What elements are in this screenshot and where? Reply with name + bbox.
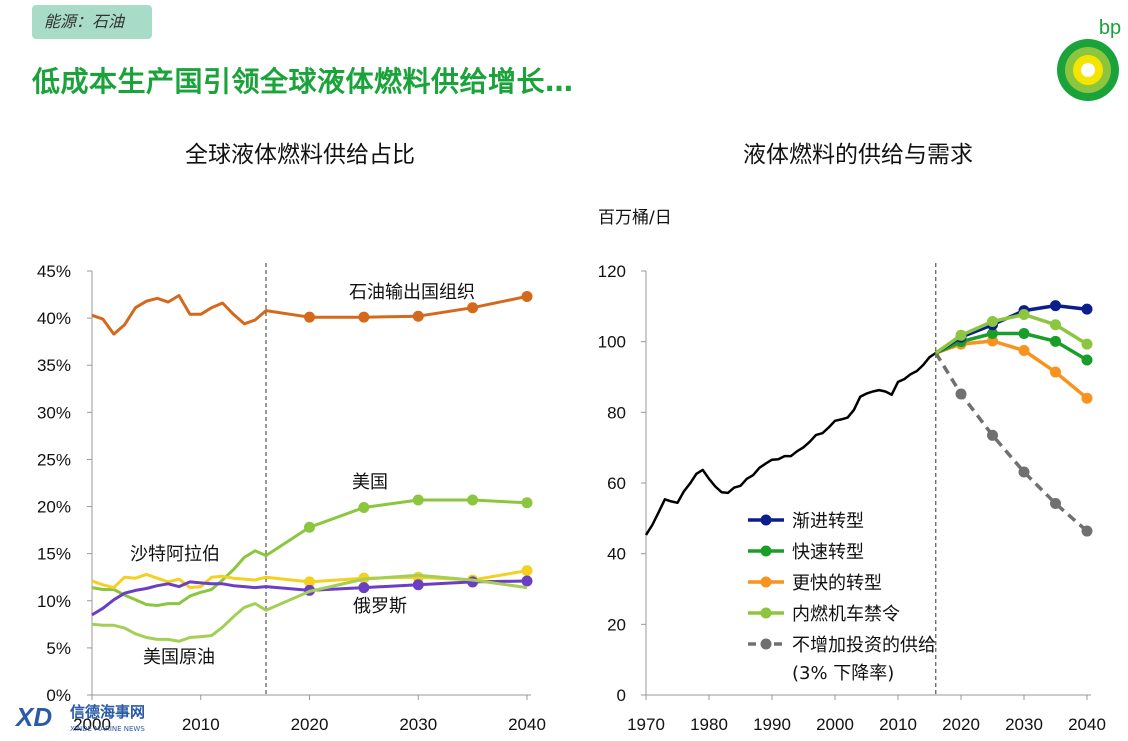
chart-2-series-point <box>1081 354 1093 366</box>
chart-1-series-point <box>521 575 533 587</box>
chart-1-series-point <box>467 302 479 314</box>
chart-2-series-point <box>1081 338 1093 350</box>
chart-2-series-point <box>987 328 998 340</box>
chart-2-series-point <box>1018 466 1030 478</box>
chart-1-series-label: 石油输出国组织 <box>349 282 475 303</box>
chart-2-legend-note: (3% 下降率) <box>792 663 894 684</box>
chart-1-series-line <box>91 498 528 607</box>
chart-1-y-tick-label: 40% <box>37 309 71 328</box>
svg-text:XD: XD <box>14 702 52 732</box>
chart-1-series-point <box>467 494 479 506</box>
chart-2-series-point <box>1081 392 1093 404</box>
chart-2-legend-swatch-point <box>760 545 772 557</box>
chart-1-series-point <box>304 576 315 588</box>
chart-2-legend-label: 不增加投资的供给 <box>792 635 936 656</box>
chart-2-y-tick-label: 120 <box>598 262 626 281</box>
chart-1-title: 全球液体燃料供给占比 <box>185 142 415 168</box>
chart-2-legend-swatch-point <box>760 576 772 588</box>
chart-2-title: 液体燃料的供给与需求 <box>743 142 973 168</box>
chart-2-legend-swatch-point <box>760 607 772 619</box>
chart-2-legend-label: 内燃机车禁令 <box>792 604 900 625</box>
chart-1-x-tick-label: 2030 <box>399 715 437 734</box>
chart-2-series-point <box>987 316 998 328</box>
chart-2-series-point <box>955 329 967 341</box>
chart-1-x-tick-label: 2040 <box>508 715 546 734</box>
chart-2-x-tick-label: 2000 <box>816 715 854 734</box>
chart-2-x-tick-label: 1980 <box>690 715 728 734</box>
chart-2-legend-label: 渐进转型 <box>792 511 864 532</box>
chart-2-series-point <box>1050 366 1061 378</box>
chart-2-y-tick-label: 100 <box>598 333 626 352</box>
chart-2-y-axis-unit: 百万桶/日 <box>598 208 672 228</box>
chart-2-series-point <box>1018 345 1030 356</box>
chart-1-series-point <box>358 311 370 323</box>
chart-2-y-tick-label: 60 <box>607 474 626 493</box>
chart-1-series-point <box>358 501 370 513</box>
chart-2-y-tick-label: 20 <box>607 615 626 634</box>
chart-1-series-point <box>358 582 370 594</box>
chart-1-y-tick-label: 10% <box>37 592 71 611</box>
chart-2-y-tick-label: 80 <box>607 403 626 422</box>
chart-1-series-point <box>521 497 533 509</box>
chart-2-series-point <box>1050 319 1061 331</box>
watermark-sub: XINDE MARINE NEWS <box>70 725 145 733</box>
chart-2-series-point <box>1081 525 1093 537</box>
chart-2-x-tick-label: 2010 <box>879 715 917 734</box>
chart-1-series-point <box>304 521 315 533</box>
chart-2-y-tick-label: 0 <box>617 686 626 705</box>
chart-1-y-tick-label: 45% <box>37 262 71 281</box>
chart-2-series-point <box>1018 308 1030 320</box>
chart-1-y-tick-label: 35% <box>37 356 71 375</box>
chart-2-series-point <box>987 429 998 441</box>
chart-2-series-point <box>1050 497 1061 509</box>
chart-1-y-tick-label: 30% <box>37 403 71 422</box>
watermark-logo: XD 信德海事网 XINDE MARINE NEWS <box>14 702 145 733</box>
watermark-text: 信德海事网 <box>70 703 145 721</box>
chart-2-x-tick-label: 2030 <box>1005 715 1043 734</box>
chart-2-series-line <box>934 352 1089 533</box>
chart-1-series-point <box>412 494 424 506</box>
chart-2-legend-label: 更快的转型 <box>792 573 882 594</box>
headline: 低成本生产国引领全球液体燃料供给增长… <box>32 65 574 98</box>
chart-1-series-point <box>412 579 424 591</box>
chart-1-x-tick-label: 2000 <box>73 715 111 734</box>
chart-2-x-tick-label: 1990 <box>753 715 791 734</box>
chart-1-series-line <box>91 579 528 617</box>
chart-2-series-point <box>1081 303 1093 315</box>
chart-1-series-point <box>521 565 533 577</box>
section-tag: 能源：石油 <box>32 5 152 39</box>
logo-text: bp <box>1099 17 1121 39</box>
chart-1-y-tick-label: 15% <box>37 545 71 564</box>
chart-2-x-tick-label: 2020 <box>942 715 980 734</box>
chart-1-series-label: 沙特阿拉伯 <box>130 544 220 565</box>
chart-1-series-point <box>304 311 315 323</box>
chart-2-x-tick-label: 1970 <box>627 715 665 734</box>
chart-1-series-point <box>412 310 424 322</box>
chart-1-series-label: 俄罗斯 <box>353 596 407 617</box>
chart-1-y-tick-label: 5% <box>46 639 71 658</box>
chart-2-series-point <box>1018 328 1030 340</box>
chart-2-legend-label: 快速转型 <box>792 542 864 563</box>
chart-1-y-tick-label: 0% <box>46 686 71 705</box>
chart-1-series-line <box>91 294 528 336</box>
bp-logo: bp <box>1057 17 1121 101</box>
chart-1-series-line <box>91 573 528 643</box>
chart-1-x-tick-label: 2010 <box>182 715 220 734</box>
chart-2-series-point <box>1050 300 1061 312</box>
chart-2-legend-swatch-point <box>760 514 772 526</box>
chart-2-legend-swatch-point <box>760 638 772 650</box>
chart-1-y-tick-label: 20% <box>37 498 71 517</box>
chart-2-x-tick-label: 2040 <box>1068 715 1106 734</box>
chart-2-y-tick-label: 40 <box>607 545 626 564</box>
chart-1-series-label: 美国 <box>352 472 388 493</box>
chart-1-y-tick-label: 25% <box>37 450 71 469</box>
chart-2-series-point <box>955 388 967 400</box>
chart-1-series-point <box>521 290 533 302</box>
chart-1-x-tick-label: 2020 <box>291 715 329 734</box>
chart-2-history-line <box>644 351 937 536</box>
chart-2-series-point <box>1050 335 1061 347</box>
chart-1-series-label: 美国原油 <box>143 647 215 668</box>
